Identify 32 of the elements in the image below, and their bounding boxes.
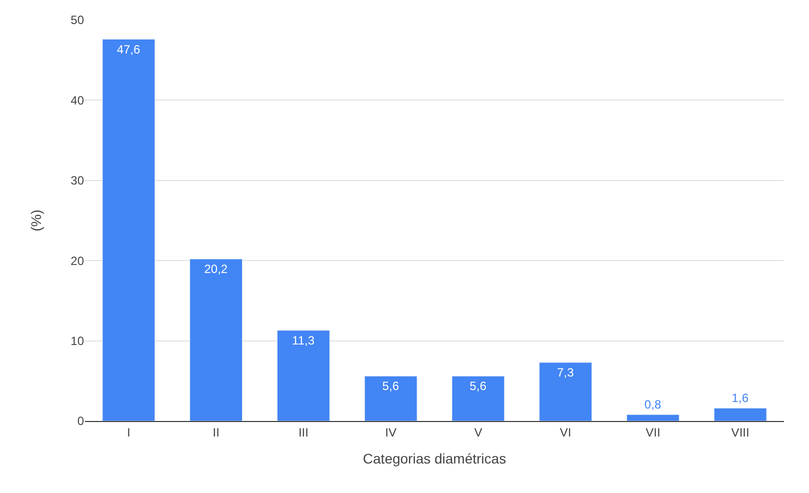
data-label: 11,3: [292, 333, 315, 348]
x-tick-label: I: [127, 425, 130, 440]
bar: [452, 376, 505, 421]
bar: [364, 376, 418, 421]
y-tick-label: 0: [77, 414, 84, 428]
bar: [190, 258, 243, 421]
bar: [626, 414, 680, 421]
x-tick-label: IV: [385, 425, 396, 440]
x-tick-label: VII: [646, 425, 660, 440]
y-tick-label: 50: [70, 13, 84, 28]
y-tick-label: 20: [70, 254, 84, 268]
data-label: 0,8: [644, 398, 662, 412]
data-label: 5,6: [470, 379, 487, 394]
bar: [276, 330, 330, 421]
data-label: 1,6: [732, 391, 749, 406]
x-tick-label: II: [212, 425, 220, 440]
bar: [539, 362, 592, 421]
x-tick-label: VIII: [731, 425, 750, 440]
y-axis-title: (%): [28, 210, 44, 232]
bar: [102, 39, 156, 421]
bar: [714, 408, 767, 421]
x-axis-title: Categorias diamétricas: [362, 450, 506, 467]
y-tick-label: 30: [70, 174, 84, 188]
data-label: 47,6: [116, 42, 141, 56]
data-label: 7,3: [557, 365, 574, 380]
y-tick-label: 10: [70, 334, 84, 348]
x-tick-label: III: [298, 425, 308, 440]
data-label: 20,2: [204, 262, 228, 276]
y-tick-label: 40: [70, 93, 84, 108]
x-tick-label: V: [474, 425, 482, 440]
data-label: 5,6: [382, 379, 400, 394]
x-tick-label: VI: [560, 425, 572, 440]
